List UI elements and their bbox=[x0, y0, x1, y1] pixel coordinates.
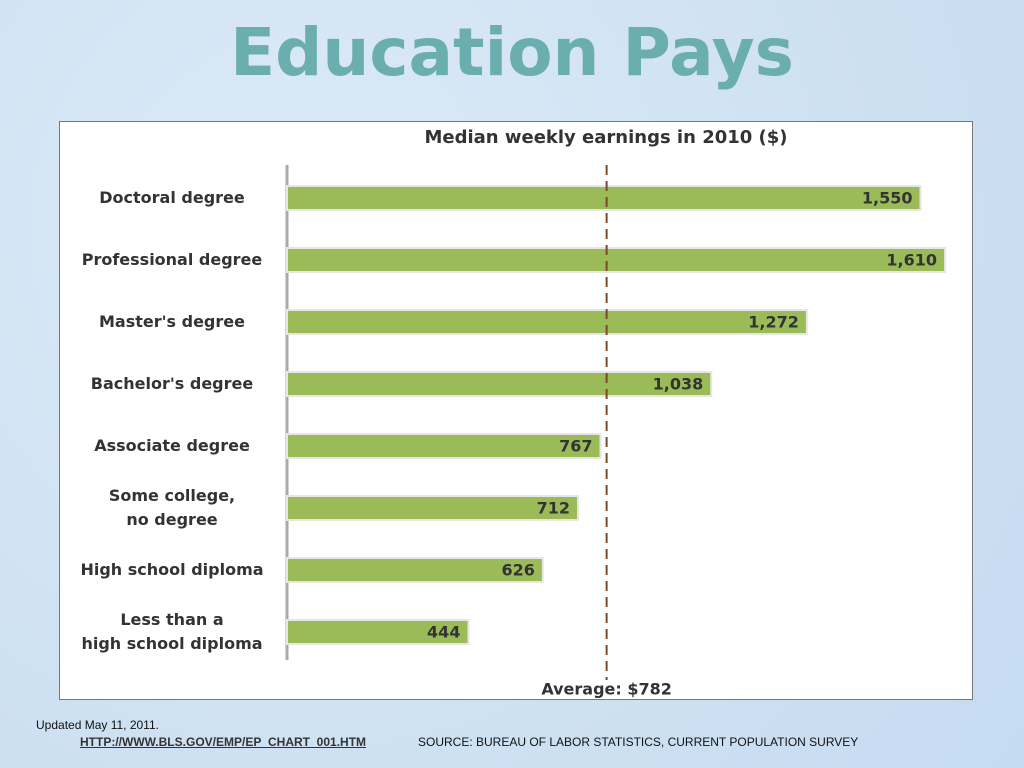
slide-title: Education Pays bbox=[230, 14, 794, 91]
value-label: 444 bbox=[427, 623, 460, 642]
category-label: Bachelor's degree bbox=[90, 374, 254, 393]
bar bbox=[286, 619, 470, 645]
bar bbox=[286, 557, 544, 583]
value-label: 626 bbox=[501, 561, 534, 580]
value-label: 767 bbox=[559, 437, 592, 456]
value-label: 1,038 bbox=[653, 375, 704, 394]
value-label: 1,550 bbox=[862, 189, 913, 208]
value-label: 1,272 bbox=[748, 313, 799, 332]
category-label: Master's degree bbox=[99, 312, 245, 331]
category-label: Less than a high school diploma bbox=[81, 610, 263, 653]
category-label: Doctoral degree bbox=[99, 188, 245, 207]
bar bbox=[286, 433, 602, 459]
bar bbox=[286, 247, 947, 273]
bar bbox=[286, 185, 922, 211]
updated-note: Updated May 11, 2011. bbox=[36, 718, 159, 732]
chart-title: Median weekly earnings in 2010 ($) bbox=[424, 127, 787, 148]
category-label: Professional degree bbox=[81, 250, 263, 269]
category-label: Associate degree bbox=[94, 436, 250, 455]
source-note: SOURCE: BUREAU OF LABOR STATISTICS, CURR… bbox=[418, 735, 859, 749]
chart-frame bbox=[59, 121, 973, 700]
category-label: High school diploma bbox=[80, 560, 264, 579]
bar bbox=[286, 309, 808, 335]
category-label: Some college, no degree bbox=[108, 486, 236, 529]
source-link[interactable]: HTTP://WWW.BLS.GOV/EMP/EP_CHART_001.HTM bbox=[80, 735, 367, 749]
average-label: Average: $782 bbox=[541, 680, 672, 699]
bar bbox=[286, 495, 580, 521]
bar bbox=[286, 371, 713, 397]
value-label: 1,610 bbox=[886, 251, 937, 270]
value-label: 712 bbox=[537, 499, 570, 518]
